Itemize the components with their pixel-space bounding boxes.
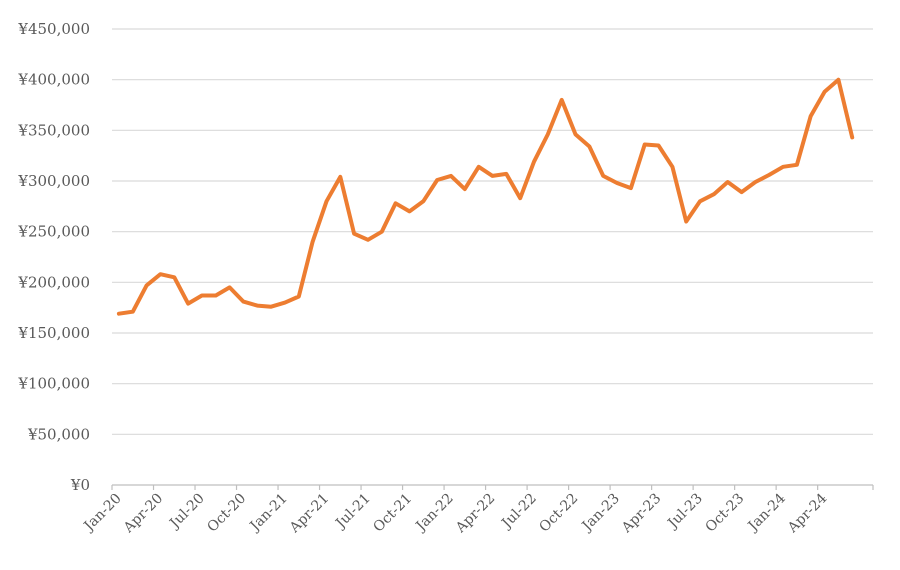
data-point [518, 197, 522, 200]
data-point [615, 181, 619, 185]
data-point [560, 98, 563, 102]
data-point [256, 304, 259, 307]
data-point [449, 174, 453, 178]
y-tick-label: ¥100,000 [17, 375, 90, 393]
data-point [311, 240, 314, 243]
data-point [712, 192, 716, 196]
x-tick-label: Jul-23 [664, 491, 706, 533]
gridlines [112, 28, 873, 435]
data-point [339, 175, 342, 179]
data-point [532, 160, 536, 163]
data-point [726, 180, 729, 184]
data-point [131, 310, 134, 313]
y-tick-label: ¥0 [70, 476, 90, 494]
data-point [754, 180, 757, 184]
data-point [685, 220, 688, 223]
data-point [145, 284, 148, 287]
x-tick-label: Apr-21 [286, 491, 332, 537]
data-point [851, 136, 854, 139]
data-point [159, 273, 162, 276]
data-point [671, 165, 674, 169]
x-tick-label: Jan-20 [80, 491, 125, 536]
data-point [422, 200, 425, 203]
x-tick-label: Apr-23 [618, 491, 664, 537]
data-point [795, 163, 799, 166]
data-point [463, 187, 467, 191]
data-point [408, 210, 411, 213]
x-tick-label: Apr-22 [452, 491, 498, 537]
y-tick-label: ¥50,000 [27, 425, 90, 443]
data-point [629, 186, 633, 190]
x-tick-label: Oct-20 [204, 491, 249, 536]
x-tick-label: Jan-24 [744, 490, 789, 535]
data-point [643, 143, 646, 146]
data-point [505, 172, 508, 176]
data-point [601, 174, 605, 178]
series-layer [116, 77, 855, 316]
x-tick-label: Oct-21 [370, 491, 415, 536]
data-point [546, 133, 550, 136]
y-tick-label: ¥300,000 [17, 172, 90, 190]
x-tick-label: Jan-21 [246, 491, 291, 536]
series-line [116, 77, 855, 316]
x-tick-label: Jul-21 [332, 491, 374, 533]
y-tick-label: ¥400,000 [17, 71, 90, 89]
data-point [352, 232, 356, 235]
data-point [325, 200, 328, 203]
data-point [657, 144, 660, 147]
data-point [768, 173, 771, 177]
x-tick-label: Jan-23 [578, 491, 623, 536]
data-point [477, 165, 480, 169]
data-point [574, 133, 577, 136]
data-point [297, 295, 300, 298]
y-tick-label: ¥250,000 [17, 223, 90, 241]
y-axis-tick-labels: ¥0 ¥50,000 ¥100,000 ¥150,000 ¥200,000 ¥250,00… [17, 20, 90, 494]
data-point [698, 200, 702, 203]
data-point [823, 90, 826, 94]
data-point [242, 300, 245, 303]
y-tick-label: ¥450,000 [17, 20, 90, 38]
data-point [283, 301, 287, 304]
x-tick-label: Oct-23 [702, 491, 747, 536]
data-point [200, 294, 204, 297]
data-point [117, 312, 121, 315]
x-tick-label: Jan-22 [412, 491, 457, 536]
x-tick-label: Oct-22 [536, 491, 581, 536]
data-point [435, 178, 439, 182]
data-point [186, 302, 190, 305]
data-point [366, 238, 370, 241]
data-point [837, 78, 840, 81]
y-tick-label: ¥350,000 [17, 121, 90, 139]
x-tick-label: Apr-20 [120, 491, 166, 537]
data-point [740, 190, 743, 194]
data-point [491, 174, 494, 178]
data-point [781, 165, 785, 169]
data-point [588, 145, 591, 148]
data-point [214, 294, 217, 297]
y-tick-label: ¥200,000 [17, 273, 90, 291]
data-point [173, 276, 176, 279]
x-tick-label: Jul-20 [166, 491, 208, 533]
data-point [269, 305, 273, 308]
x-tick-label: Apr-24 [784, 490, 830, 536]
data-point [809, 114, 812, 118]
x-axis [111, 484, 874, 490]
data-point [228, 286, 231, 289]
data-point [380, 230, 384, 233]
x-tick-label: Jul-22 [498, 491, 540, 533]
y-tick-label: ¥150,000 [17, 324, 90, 342]
data-point [394, 202, 397, 205]
